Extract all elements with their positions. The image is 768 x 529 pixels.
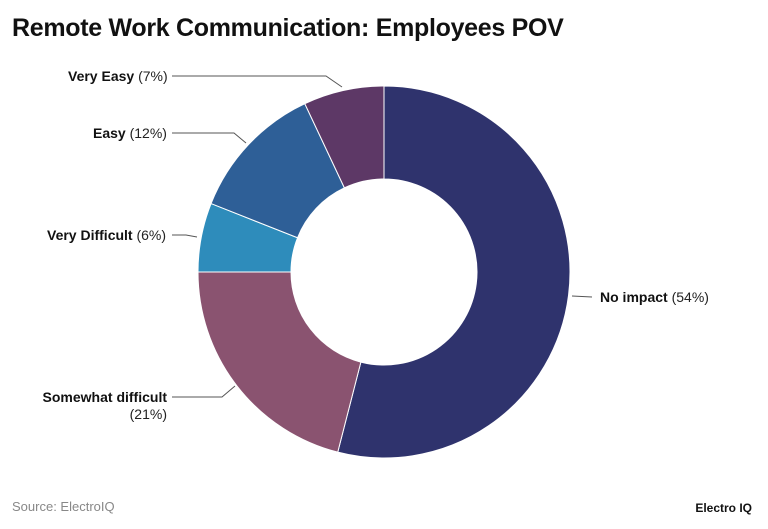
leader-lines xyxy=(172,75,593,398)
leader-line-easy xyxy=(172,132,247,144)
chart-title: Remote Work Communication: Employees POV xyxy=(12,14,564,42)
label-very-easy: Very Easy (7%) xyxy=(68,68,168,85)
label-very-easy-pct: (7%) xyxy=(138,68,168,84)
label-somewhat-difficult-pct: (21%) xyxy=(129,406,167,422)
brand-logo: Electro IQ xyxy=(695,501,752,515)
leader-line-no-impact xyxy=(571,295,593,298)
source-note: Source: ElectroIQ xyxy=(12,499,115,514)
leader-line-somewhat-difficult xyxy=(172,385,236,398)
slice-no-impact xyxy=(337,85,571,459)
label-easy-name: Easy xyxy=(93,125,126,141)
label-very-difficult-name: Very Difficult xyxy=(47,227,133,243)
label-somewhat-difficult: Somewhat difficult (21%) xyxy=(40,389,167,423)
donut-slices xyxy=(197,85,571,459)
label-no-impact-name: No impact xyxy=(600,289,668,305)
label-very-difficult-pct: (6%) xyxy=(136,227,167,243)
label-no-impact: No impact (54%) xyxy=(600,289,709,306)
label-easy-pct: (12%) xyxy=(129,125,167,141)
label-easy: Easy (12%) xyxy=(93,125,167,142)
leader-line-very-difficult xyxy=(172,234,198,238)
label-somewhat-difficult-name: Somewhat difficult xyxy=(42,389,167,405)
slice-somewhat-difficult xyxy=(197,271,362,453)
label-very-easy-name: Very Easy xyxy=(68,68,135,84)
leader-line-very-easy xyxy=(172,75,343,88)
label-no-impact-pct: (54%) xyxy=(671,289,709,305)
label-very-difficult: Very Difficult (6%) xyxy=(47,227,166,244)
slice-very-easy xyxy=(304,85,385,189)
